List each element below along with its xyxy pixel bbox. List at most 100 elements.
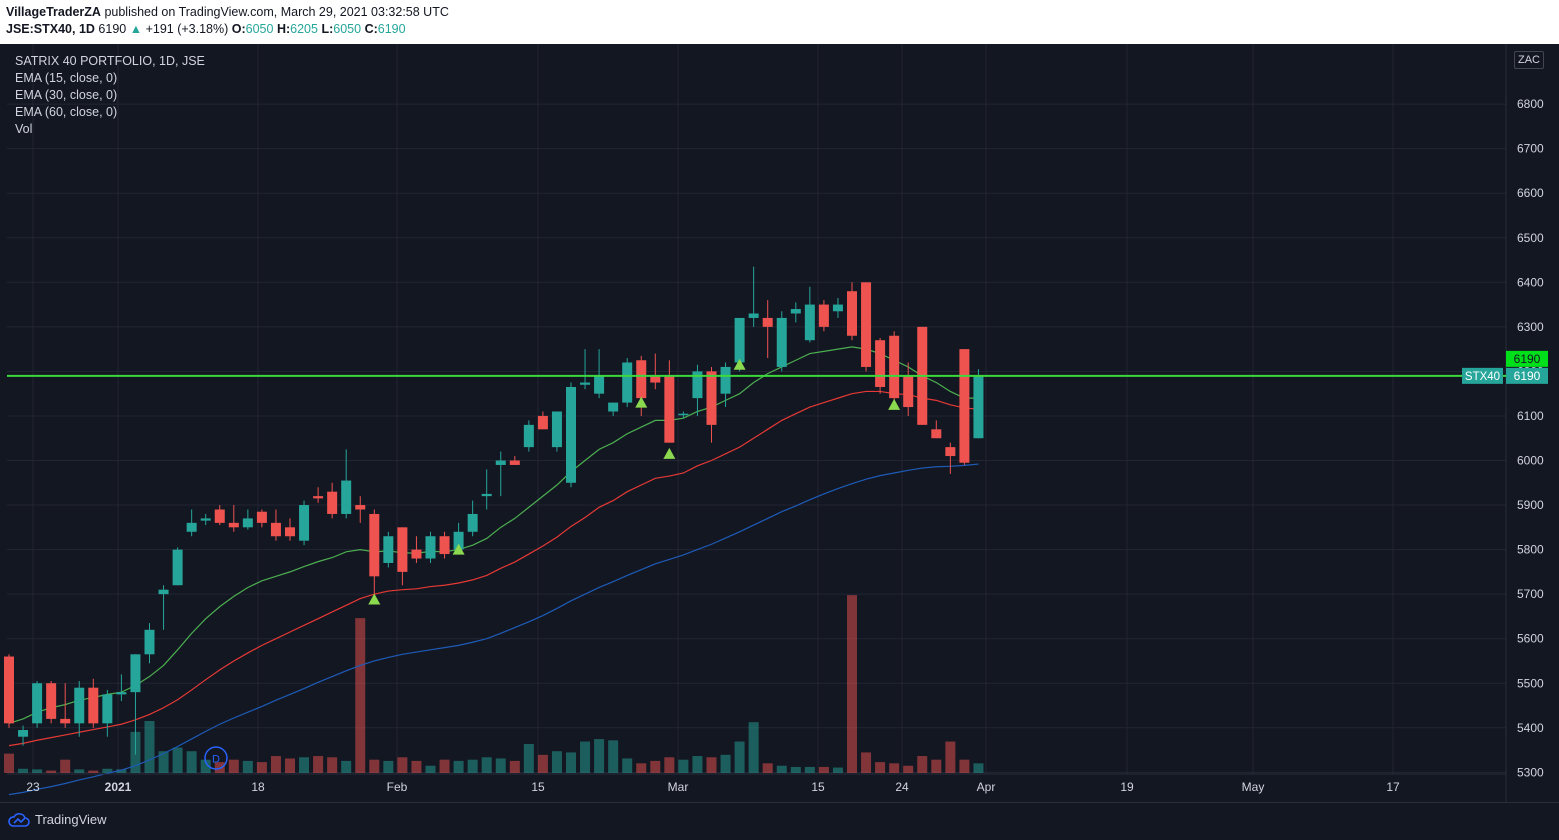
candle-body — [945, 447, 956, 457]
price-tick-label: 5900 — [1517, 498, 1544, 512]
candle-body — [608, 402, 619, 412]
close-label: C: — [364, 22, 378, 36]
volume-bar — [299, 757, 310, 773]
volume-bar — [313, 756, 324, 773]
last-price-tag-text: 6190 — [1514, 352, 1541, 366]
price-tick-label: 5700 — [1517, 587, 1544, 601]
candle-body — [242, 518, 253, 528]
candle-body — [425, 536, 436, 559]
legend-ema60[interactable]: EMA (60, close, 0) — [15, 105, 118, 119]
volume-bar — [74, 769, 85, 773]
price-tick-label: 6300 — [1517, 320, 1544, 334]
candle-body — [102, 694, 113, 724]
volume-bar — [832, 767, 843, 773]
volume-bar — [425, 765, 436, 773]
candle-body — [495, 460, 506, 465]
candle-body — [411, 549, 422, 559]
price-tick-label: 5800 — [1517, 543, 1544, 557]
volume-bar — [32, 769, 43, 773]
open-label: O: — [231, 22, 246, 36]
volume-bar — [242, 760, 253, 773]
volume-bar — [931, 759, 942, 773]
published-text: published on TradingView.com, March 29, … — [104, 5, 449, 19]
volume-bar — [144, 720, 155, 773]
author-link[interactable]: VillageTraderZA — [6, 5, 101, 19]
volume-bar — [580, 741, 591, 773]
price-tick-label: 6100 — [1517, 409, 1544, 423]
dividend-marker[interactable]: D — [204, 746, 228, 770]
candle-body — [439, 536, 450, 555]
time-tick-label: 15 — [531, 780, 545, 794]
candle-body — [551, 411, 562, 448]
candle-body — [622, 362, 633, 403]
volume-bar — [158, 751, 169, 773]
volume-bar — [804, 766, 815, 773]
volume-bar — [200, 759, 211, 773]
volume-bar — [355, 618, 366, 773]
candle-body — [397, 527, 408, 572]
volume-bar — [369, 759, 380, 773]
publish-line: VillageTraderZA published on TradingView… — [6, 5, 449, 19]
candle-body — [847, 291, 857, 336]
candle-body — [383, 536, 394, 563]
volume-bar — [903, 765, 914, 773]
volume-bar — [875, 762, 886, 773]
candle-body — [650, 375, 661, 383]
chart-legend: SATRIX 40 PORTFOLIO, 1D, JSE EMA (15, cl… — [15, 53, 205, 138]
volume-bar — [692, 756, 703, 773]
candle-body — [369, 513, 380, 577]
time-tick-label: Mar — [668, 780, 689, 794]
price-tick-label: 6700 — [1517, 142, 1544, 156]
horizontal-line[interactable]: 6190 STX40 6190 — [7, 350, 1548, 384]
volume-bar — [495, 758, 506, 773]
currency-badge[interactable]: ZAC — [1514, 51, 1544, 69]
candle-body — [88, 687, 99, 724]
price-tick-label: 6500 — [1517, 231, 1544, 245]
volume-bar — [917, 756, 928, 773]
price-tick-label: 6600 — [1517, 186, 1544, 200]
legend-ema30[interactable]: EMA (30, close, 0) — [15, 88, 118, 102]
candle-body — [46, 683, 57, 719]
price-tick-label: 6000 — [1517, 454, 1544, 468]
current-price-tag — [1506, 367, 1548, 384]
signal-triangle — [663, 447, 676, 459]
candle-body — [130, 654, 141, 693]
price-tick-label: 5500 — [1517, 676, 1544, 690]
ema15-line — [8, 346, 979, 724]
volume-bar — [818, 766, 829, 773]
candle-body — [762, 317, 773, 327]
volume-bar — [285, 758, 295, 773]
legend-volume[interactable]: Vol — [15, 122, 33, 136]
tradingview-logo[interactable]: TradingView — [8, 812, 107, 827]
legend-ema15[interactable]: EMA (15, close, 0) — [15, 71, 118, 85]
candle-body — [172, 549, 183, 586]
volume-bar — [214, 762, 225, 773]
volume-bar — [748, 722, 759, 773]
candle-body — [453, 531, 464, 550]
volume-bar — [945, 741, 956, 773]
price-chart[interactable]: 5300540055005600570058005900600061006200… — [0, 44, 1559, 802]
candle-body — [804, 304, 815, 341]
candle-body — [285, 527, 295, 537]
signal-triangle — [452, 543, 465, 555]
ema-lines — [8, 346, 979, 796]
candle-body — [327, 491, 338, 514]
ema60-line — [8, 463, 979, 796]
price-axis[interactable]: 5300540055005600570058005900600061006200… — [1517, 97, 1544, 779]
volume-bar — [256, 762, 267, 773]
volume-bar — [383, 760, 394, 773]
price-tick-label: 5600 — [1517, 632, 1544, 646]
legend-title[interactable]: SATRIX 40 PORTFOLIO, 1D, JSE — [15, 54, 205, 68]
time-axis[interactable]: 23 2021 18 Feb 15 Mar 15 24 Apr 19 May 17 — [26, 780, 1400, 794]
volume-bar — [622, 758, 633, 773]
current-price-tag-text: 6190 — [1514, 369, 1541, 383]
volume-bar — [481, 757, 492, 773]
low-value: 6050 — [333, 22, 362, 36]
volume-bar — [664, 757, 675, 773]
signal-triangle — [733, 358, 746, 370]
volume-bar — [636, 763, 647, 773]
candle-body — [720, 366, 731, 394]
candle-body — [299, 505, 310, 541]
candle-body — [692, 371, 703, 399]
candle-body — [678, 413, 689, 416]
